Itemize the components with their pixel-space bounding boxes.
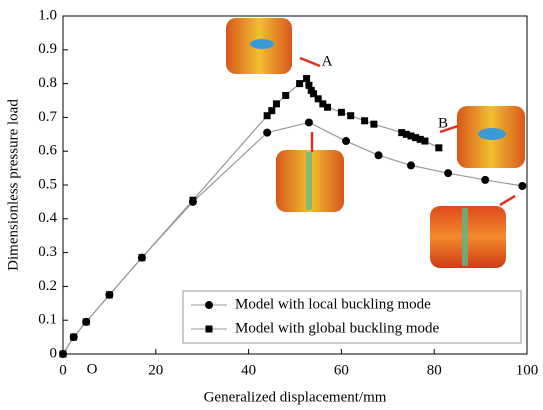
arrow bbox=[500, 196, 515, 205]
y-tick-label: 0.8 bbox=[38, 75, 57, 91]
marker bbox=[338, 109, 345, 116]
marker bbox=[263, 129, 271, 137]
y-tick-label: 0.7 bbox=[38, 109, 57, 125]
y-axis-title: Dimensionless pressure load bbox=[5, 99, 21, 271]
marker bbox=[342, 137, 350, 145]
buckle bbox=[462, 208, 468, 266]
marker bbox=[444, 169, 452, 177]
y-tick-label: 0.5 bbox=[38, 176, 57, 192]
legend-label: Model with global buckling mode bbox=[235, 320, 439, 336]
x-tick-label: 0 bbox=[59, 362, 67, 378]
y-tick-label: 0.6 bbox=[38, 143, 57, 159]
marker bbox=[481, 176, 489, 184]
x-axis-title: Generalized displacement/mm bbox=[204, 389, 387, 405]
y-tick-label: 0.2 bbox=[38, 278, 57, 294]
marker bbox=[421, 138, 428, 145]
x-tick-label: 80 bbox=[427, 362, 442, 378]
marker bbox=[282, 92, 289, 99]
buckle bbox=[306, 152, 312, 210]
marker bbox=[273, 100, 280, 107]
marker bbox=[296, 80, 303, 87]
y-tick-label: 0.1 bbox=[38, 312, 57, 328]
annotation: A bbox=[322, 53, 333, 69]
marker bbox=[407, 161, 415, 169]
y-tick-label: 0.9 bbox=[38, 41, 57, 57]
chart: Generalized displacement/mm Dimensionles… bbox=[0, 0, 543, 410]
marker bbox=[303, 75, 310, 82]
marker bbox=[83, 318, 90, 325]
marker bbox=[370, 121, 377, 128]
marker bbox=[324, 104, 331, 111]
marker bbox=[268, 107, 275, 114]
arrow bbox=[300, 58, 320, 66]
legend-marker bbox=[206, 326, 213, 333]
buckle bbox=[250, 39, 274, 49]
marker bbox=[347, 112, 354, 119]
x-tick-label: 100 bbox=[516, 362, 539, 378]
legend-label: Model with local buckling mode bbox=[235, 296, 431, 312]
y-tick-label: 1.0 bbox=[38, 7, 57, 23]
y-tick-label: 0.3 bbox=[38, 244, 57, 260]
x-tick-label: 20 bbox=[148, 362, 163, 378]
marker bbox=[70, 334, 77, 341]
legend-marker bbox=[205, 301, 213, 309]
y-tick-label: 0.4 bbox=[38, 210, 57, 226]
annotation: B bbox=[438, 115, 448, 131]
marker bbox=[375, 151, 383, 159]
y-tick-label: 0 bbox=[50, 345, 58, 361]
marker bbox=[305, 118, 313, 126]
marker bbox=[518, 182, 526, 190]
marker bbox=[106, 291, 113, 298]
marker bbox=[138, 254, 145, 261]
marker bbox=[60, 351, 67, 358]
marker bbox=[361, 117, 368, 124]
buckle bbox=[478, 128, 506, 140]
annotation: O bbox=[87, 361, 98, 377]
marker bbox=[435, 144, 442, 151]
illustrations bbox=[226, 18, 525, 268]
x-tick-label: 40 bbox=[241, 362, 256, 378]
marker bbox=[189, 197, 196, 204]
x-tick-label: 60 bbox=[334, 362, 349, 378]
